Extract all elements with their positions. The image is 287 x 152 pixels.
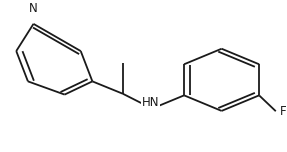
Text: N: N: [29, 2, 38, 15]
Text: HN: HN: [142, 96, 160, 109]
Text: F: F: [280, 105, 287, 118]
